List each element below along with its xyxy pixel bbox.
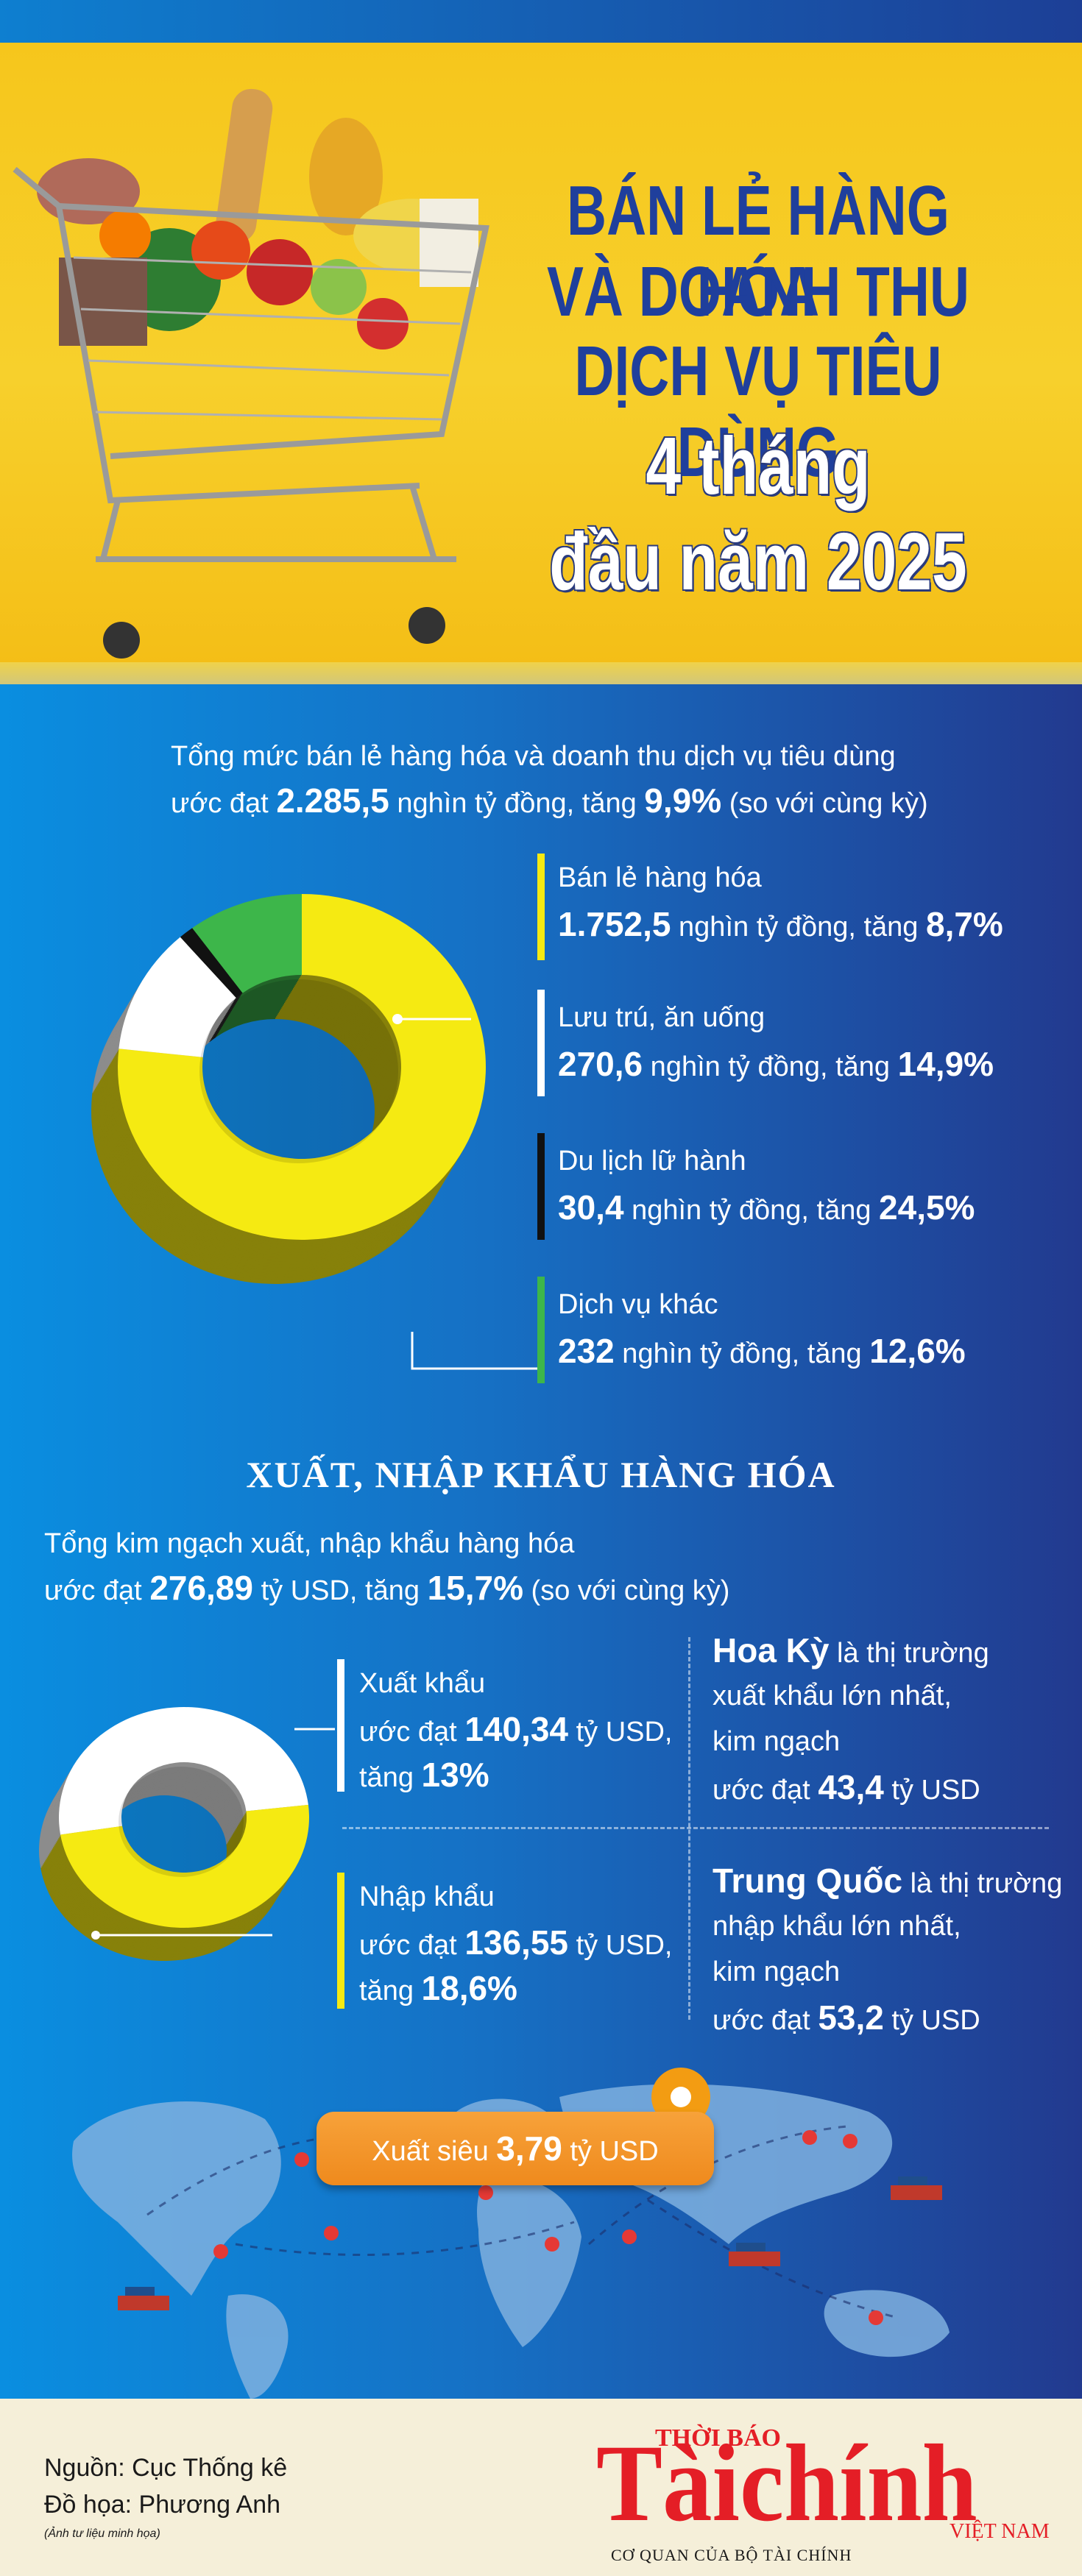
retail-total-value: 2.285,5 (276, 781, 389, 820)
cn-line2: nhập khẩu lớn nhất, (713, 1911, 961, 1942)
donut-slice-3 (180, 928, 243, 998)
trade-total-growth: 15,7% (427, 1569, 523, 1607)
us-name: Hoa Kỳ (713, 1631, 830, 1670)
trade-divider (342, 1827, 1049, 1829)
donut-hole (199, 979, 398, 1163)
donut-slice-4 (192, 894, 302, 993)
cn-line3: kim ngạch (713, 1956, 841, 1987)
us-line2: xuất khẩu lớn nhất, (713, 1681, 952, 1711)
legend-bar-import (337, 1873, 344, 2009)
legend-bar-goods (537, 854, 545, 960)
trade-total-value: 276,89 (149, 1569, 254, 1607)
world-map-illustration (72, 2068, 950, 2399)
legend-bar-travel (537, 1133, 545, 1240)
trade-summary-line1: Tổng kim ngạch xuất, nhập khẩu hàng hóa (44, 1528, 575, 1559)
legend-accommodation-label: Lưu trú, ăn uống (558, 1002, 765, 1033)
title-line-5: đầu năm 2025 (549, 517, 967, 607)
donut-slice-1 (59, 1707, 308, 1835)
legend-other-value: 232 nghìn tỷ đồng, tăng 12,6% (558, 1332, 966, 1370)
cart-groceries (37, 88, 478, 350)
export-growth: tăng 13% (359, 1756, 489, 1794)
cart-wheel (103, 622, 140, 659)
retail-summary-line2: ước đạt 2.285,5 nghìn tỷ đồng, tăng 9,9%… (171, 781, 928, 820)
donut-slice-2 (119, 937, 236, 1057)
cart-wheel (409, 607, 445, 644)
title-line-3: DỊCH VỤ TIÊU DÙNG (574, 332, 942, 492)
trade-connectors (91, 1728, 335, 1940)
export-label: Xuất khẩu (359, 1668, 486, 1699)
import-value: ước đạt 136,55 tỷ USD, (359, 1923, 673, 1962)
ships (118, 2176, 942, 2310)
header-banner (0, 0, 1082, 684)
shopping-cart-illustration (13, 88, 489, 659)
legend-goods-value: 1.752,5 nghìn tỷ đồng, tăng 8,7% (558, 905, 1003, 943)
trade-surplus-badge (317, 2112, 714, 2185)
retail-connectors (392, 1014, 545, 1370)
import-growth: tăng 18,6% (359, 1969, 517, 2007)
title-line-2: VÀ DOANH THU (546, 252, 970, 331)
legend-travel-value: 30,4 nghìn tỷ đồng, tăng 24,5% (558, 1188, 975, 1227)
cn-name: Trung Quốc (713, 1862, 903, 1900)
legend-travel-label: Du lịch lữ hành (558, 1146, 746, 1177)
retail-donut-chart (91, 894, 487, 1284)
trade-section-title: XUẤT, NHẬP KHẨU HÀNG HÓA (246, 1454, 836, 1495)
import-label: Nhập khẩu (359, 1881, 495, 1912)
cn-line4: ước đạt 53,2 tỷ USD (713, 1998, 980, 2037)
footer-note: (Ảnh tư liệu minh họa) (44, 2527, 160, 2540)
export-value: ước đạt 140,34 tỷ USD, (359, 1710, 673, 1748)
legend-bar-other (537, 1277, 545, 1383)
logo-top-text: THỜI BÁO (655, 2424, 781, 2452)
donut-hole (119, 1767, 244, 1877)
us-line4: ước đạt 43,4 tỷ USD (713, 1768, 980, 1806)
footer-source: Nguồn: Cục Thống kê (44, 2454, 288, 2482)
legend-bar-accommodation (537, 990, 545, 1096)
logo-main-text: Tàichính (596, 2422, 977, 2544)
trade-donut-chart (39, 1707, 309, 1961)
donut-slice-2 (60, 1804, 309, 1928)
legend-bar-export (337, 1659, 344, 1792)
us-line3: kim ngạch (713, 1726, 841, 1757)
footer-design: Đồ họa: Phương Anh (44, 2491, 281, 2519)
cn-line1: Trung Quốc là thị trường (713, 1862, 1063, 1900)
logo-country-text: VIỆT NAM (950, 2520, 1050, 2543)
retail-total-growth: 9,9% (644, 781, 722, 820)
trade-surplus-text: Xuất siêu 3,79 tỷ USD (372, 2129, 659, 2168)
retail-summary-line1: Tổng mức bán lẻ hàng hóa và doanh thu dị… (171, 741, 896, 772)
legend-accommodation-value: 270,6 nghìn tỷ đồng, tăng 14,9% (558, 1045, 994, 1083)
trade-vertical-divider (688, 1637, 690, 2020)
legend-goods-label: Bán lẻ hàng hóa (558, 862, 762, 893)
title-line-4: 4 tháng (646, 421, 871, 511)
legend-other-label: Dịch vụ khác (558, 1289, 718, 1320)
title-line-1: BÁN LẺ HÀNG HÓA (567, 171, 950, 331)
logo-sub-text: CƠ QUAN CỦA BỘ TÀI CHÍNH (611, 2546, 852, 2564)
trade-summary-line2: ước đạt 276,89 tỷ USD, tăng 15,7% (so vớ… (44, 1569, 730, 1607)
cart-frame (13, 166, 489, 562)
footer (0, 2399, 1082, 2576)
us-line1: Hoa Kỳ là thị trường (713, 1631, 989, 1670)
donut-slice-1 (117, 894, 487, 1240)
top-bar (0, 0, 1082, 43)
